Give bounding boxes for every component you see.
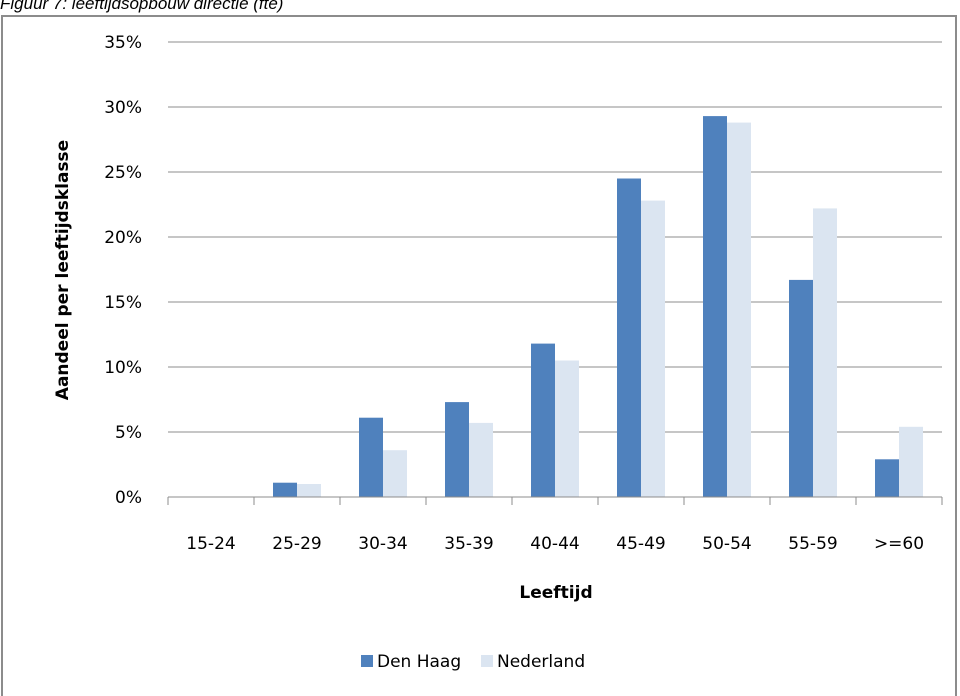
x-tick-label: 35-39 <box>444 534 493 554</box>
legend-swatch <box>481 655 493 667</box>
x-tick-label: 15-24 <box>186 534 235 554</box>
x-tick-label: 45-49 <box>616 534 665 554</box>
bar-den-haag <box>273 482 297 497</box>
x-tick-label: 50-54 <box>702 534 751 554</box>
bar-den-haag <box>789 279 813 497</box>
y-tick-label: 0% <box>115 488 142 508</box>
y-tick-label: 30% <box>104 98 142 118</box>
y-tick-label: 10% <box>104 358 142 378</box>
legend-label: Den Haag <box>377 652 461 672</box>
chart-frame <box>1 15 957 696</box>
x-tick-label: 30-34 <box>358 534 407 554</box>
bar-nederland <box>727 122 751 497</box>
bar-den-haag <box>703 116 727 497</box>
bar-nederland <box>555 360 579 497</box>
bar-nederland <box>641 200 665 497</box>
legend-label: Nederland <box>497 652 585 672</box>
bar-den-haag <box>617 178 641 497</box>
x-tick-labels: 15-24 25-29 30-34 35-39 40-44 45-49 50-54 55-59… <box>167 497 943 554</box>
bars <box>273 116 923 497</box>
y-tick-label: 20% <box>104 228 142 248</box>
bar-nederland <box>383 450 407 497</box>
figure-caption: Figuur 7: leeftijdsopbouw directie (fte) <box>0 0 284 13</box>
bar-den-haag <box>445 402 469 497</box>
y-tick-labels: 0% 5% 10% 15% 20% 25% 30% 35% <box>104 33 142 508</box>
x-tick-label: 40-44 <box>530 534 579 554</box>
x-tick-label: 25-29 <box>272 534 321 554</box>
legend-swatch <box>361 655 373 667</box>
bar-nederland <box>899 426 923 497</box>
bar-nederland <box>813 208 837 497</box>
bar-den-haag <box>531 343 555 497</box>
x-tick-label: 55-59 <box>788 534 837 554</box>
legend: Den Haag Nederland <box>361 652 585 672</box>
bar-den-haag <box>359 417 383 497</box>
y-tick-label: 35% <box>104 33 142 53</box>
y-tick-label: 15% <box>104 293 142 313</box>
bar-nederland <box>469 422 493 497</box>
y-axis-title: Aandeel per leeftijdsklasse <box>53 140 73 400</box>
bar-den-haag <box>875 459 899 497</box>
y-tick-label: 25% <box>104 163 142 183</box>
bar-nederland <box>297 484 321 497</box>
x-tick-label: >=60 <box>874 534 924 554</box>
y-tick-label: 5% <box>115 423 142 443</box>
x-axis-title: Leeftijd <box>519 583 592 603</box>
